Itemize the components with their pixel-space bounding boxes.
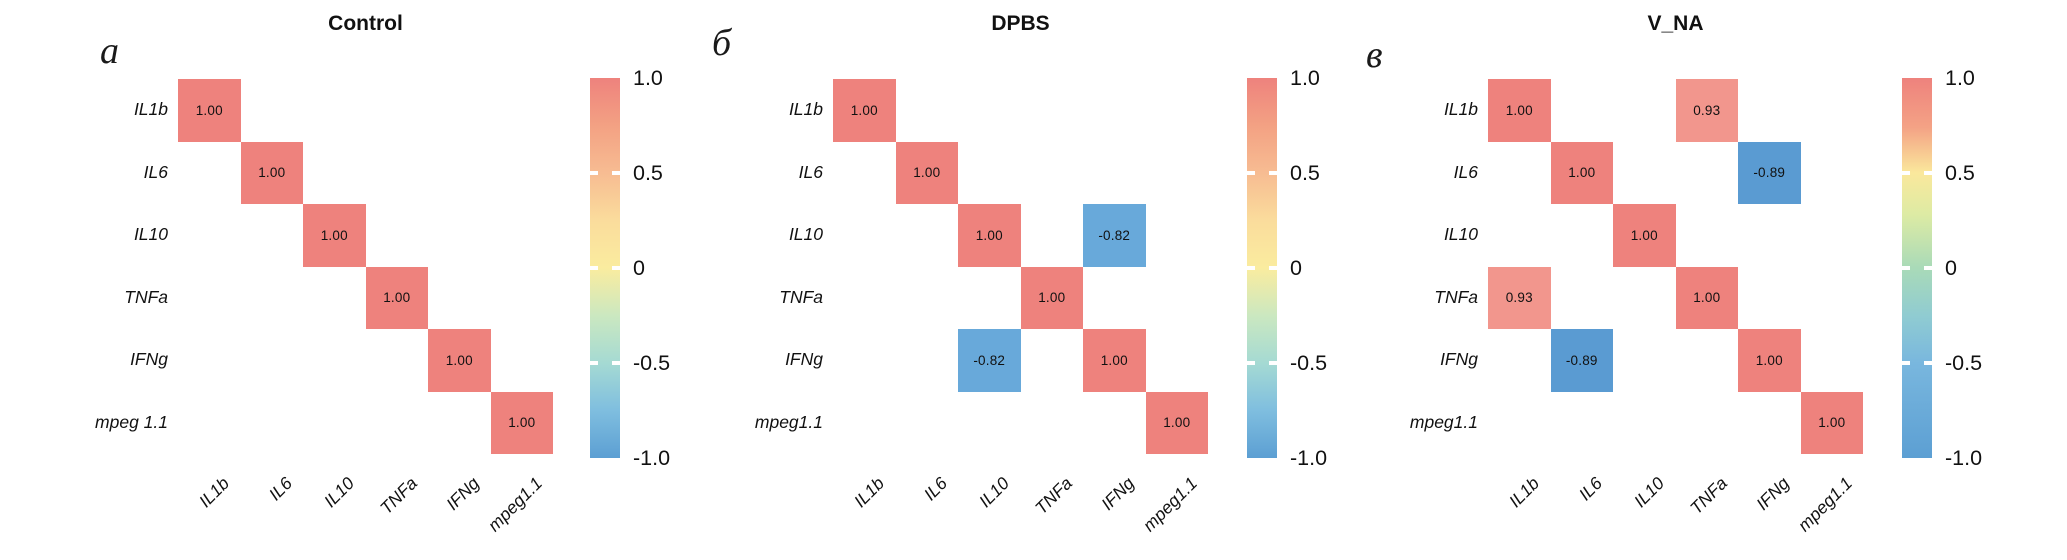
y-axis-label: TNFa bbox=[124, 286, 168, 307]
colorbar-tick-label: 0.5 bbox=[1290, 161, 1320, 185]
y-axis-label: IFNg bbox=[130, 349, 168, 370]
colorbar-gradient bbox=[590, 78, 620, 458]
y-axis-label: mpeg1.1 bbox=[1409, 411, 1478, 432]
y-axis-label: IL6 bbox=[1453, 161, 1478, 182]
colorbar-gradient bbox=[1902, 78, 1932, 458]
heatmap-cell: 1.00 bbox=[833, 79, 896, 142]
heatmap-cell: 1.00 bbox=[1550, 141, 1613, 204]
heatmap-cell: 1.00 bbox=[178, 79, 241, 142]
heatmap-cell: 1.00 bbox=[365, 266, 428, 329]
colorbar-tick-mark bbox=[612, 361, 620, 365]
heatmap-cell: 1.00 bbox=[1020, 266, 1083, 329]
colorbar-tick-label: -0.5 bbox=[1945, 351, 1983, 375]
colorbar-tick-mark bbox=[1902, 361, 1910, 365]
y-axis-label: IFNg bbox=[785, 349, 823, 370]
colorbar-tick-label: 0.5 bbox=[1945, 161, 1975, 185]
heatmap-cell: -0.82 bbox=[1083, 204, 1146, 267]
colorbar-tick-mark bbox=[590, 171, 598, 175]
panel-letter: в bbox=[1366, 34, 1383, 76]
colorbar-tick-mark bbox=[1247, 266, 1255, 270]
heatmap-cell: 1.00 bbox=[1488, 79, 1551, 142]
colorbar-tick-label: -0.5 bbox=[633, 351, 671, 375]
colorbar-tick-mark bbox=[1269, 361, 1277, 365]
colorbar-tick-label: 1.0 bbox=[1945, 66, 1975, 90]
heatmap-cell: 1.00 bbox=[895, 141, 958, 204]
heatmap-cell: 1.00 bbox=[428, 329, 491, 392]
heatmap-cell: 1.00 bbox=[1800, 391, 1863, 454]
colorbar-tick-mark bbox=[612, 171, 620, 175]
y-axis-label: TNFa bbox=[1434, 286, 1478, 307]
y-axis-label: TNFa bbox=[779, 286, 823, 307]
panel-title: Control bbox=[328, 12, 403, 35]
heatmap-cell: 1.00 bbox=[1675, 266, 1738, 329]
heatmap-cell: 0.93 bbox=[1488, 266, 1551, 329]
heatmap-cell: 1.00 bbox=[490, 391, 553, 454]
y-axis-label: IL10 bbox=[1443, 224, 1478, 245]
colorbar-tick-mark bbox=[1924, 266, 1932, 270]
colorbar-tick-mark bbox=[1247, 361, 1255, 365]
y-axis-label: mpeg 1.1 bbox=[95, 411, 168, 432]
heatmap-cell: -0.89 bbox=[1738, 141, 1801, 204]
colorbar-tick-label: -0.5 bbox=[1290, 351, 1328, 375]
colorbar-tick-mark bbox=[590, 266, 598, 270]
colorbar-gradient bbox=[1247, 78, 1277, 458]
colorbar-tick-label: 0 bbox=[1290, 256, 1302, 280]
colorbar-tick-mark bbox=[1247, 171, 1255, 175]
heatmap-cell: 1.00 bbox=[1738, 329, 1801, 392]
colorbar-tick-label: 0.5 bbox=[633, 161, 663, 185]
heatmap-cell: 1.00 bbox=[240, 141, 303, 204]
colorbar-tick-label: -1.0 bbox=[633, 446, 671, 470]
colorbar-tick-label: 0 bbox=[1945, 256, 1957, 280]
colorbar-tick-label: -1.0 bbox=[1945, 446, 1983, 470]
panel-letter: а bbox=[100, 30, 119, 72]
heatmap-cell: 1.00 bbox=[1145, 391, 1208, 454]
heatmap-cell: 1.00 bbox=[303, 204, 366, 267]
panel-title: V_NA bbox=[1647, 12, 1704, 35]
colorbar-tick-mark bbox=[1269, 171, 1277, 175]
colorbar-tick-mark bbox=[1269, 266, 1277, 270]
heatmap-cell: -0.89 bbox=[1550, 329, 1613, 392]
colorbar-tick-label: 0 bbox=[633, 256, 645, 280]
heatmap-cell: -0.82 bbox=[958, 329, 1021, 392]
colorbar-tick-label: 1.0 bbox=[1290, 66, 1320, 90]
y-axis-label: IFNg bbox=[1440, 349, 1478, 370]
y-axis-label: mpeg1.1 bbox=[754, 411, 823, 432]
heatmap-cell: 1.00 bbox=[1083, 329, 1146, 392]
heatmap-cell: 1.00 bbox=[958, 204, 1021, 267]
panel-letter: б bbox=[712, 22, 732, 64]
y-axis-label: IL10 bbox=[788, 224, 823, 245]
heatmap-cell: 0.93 bbox=[1675, 79, 1738, 142]
colorbar-tick-mark bbox=[612, 266, 620, 270]
panel-title: DPBS bbox=[991, 12, 1050, 35]
y-axis-label: IL6 bbox=[798, 161, 823, 182]
y-axis-label: IL10 bbox=[133, 224, 168, 245]
colorbar-tick-mark bbox=[590, 361, 598, 365]
y-axis-label: IL1b bbox=[788, 99, 823, 120]
heatmap-cell: 1.00 bbox=[1613, 204, 1676, 267]
colorbar-tick-label: 1.0 bbox=[633, 66, 663, 90]
y-axis-label: IL1b bbox=[133, 99, 168, 120]
colorbar-tick-mark bbox=[1924, 171, 1932, 175]
y-axis-label: IL1b bbox=[1443, 99, 1478, 120]
colorbar-tick-mark bbox=[1902, 266, 1910, 270]
colorbar-tick-mark bbox=[1924, 361, 1932, 365]
y-axis-label: IL6 bbox=[143, 161, 168, 182]
colorbar-tick-label: -1.0 bbox=[1290, 446, 1328, 470]
colorbar-tick-mark bbox=[1902, 171, 1910, 175]
